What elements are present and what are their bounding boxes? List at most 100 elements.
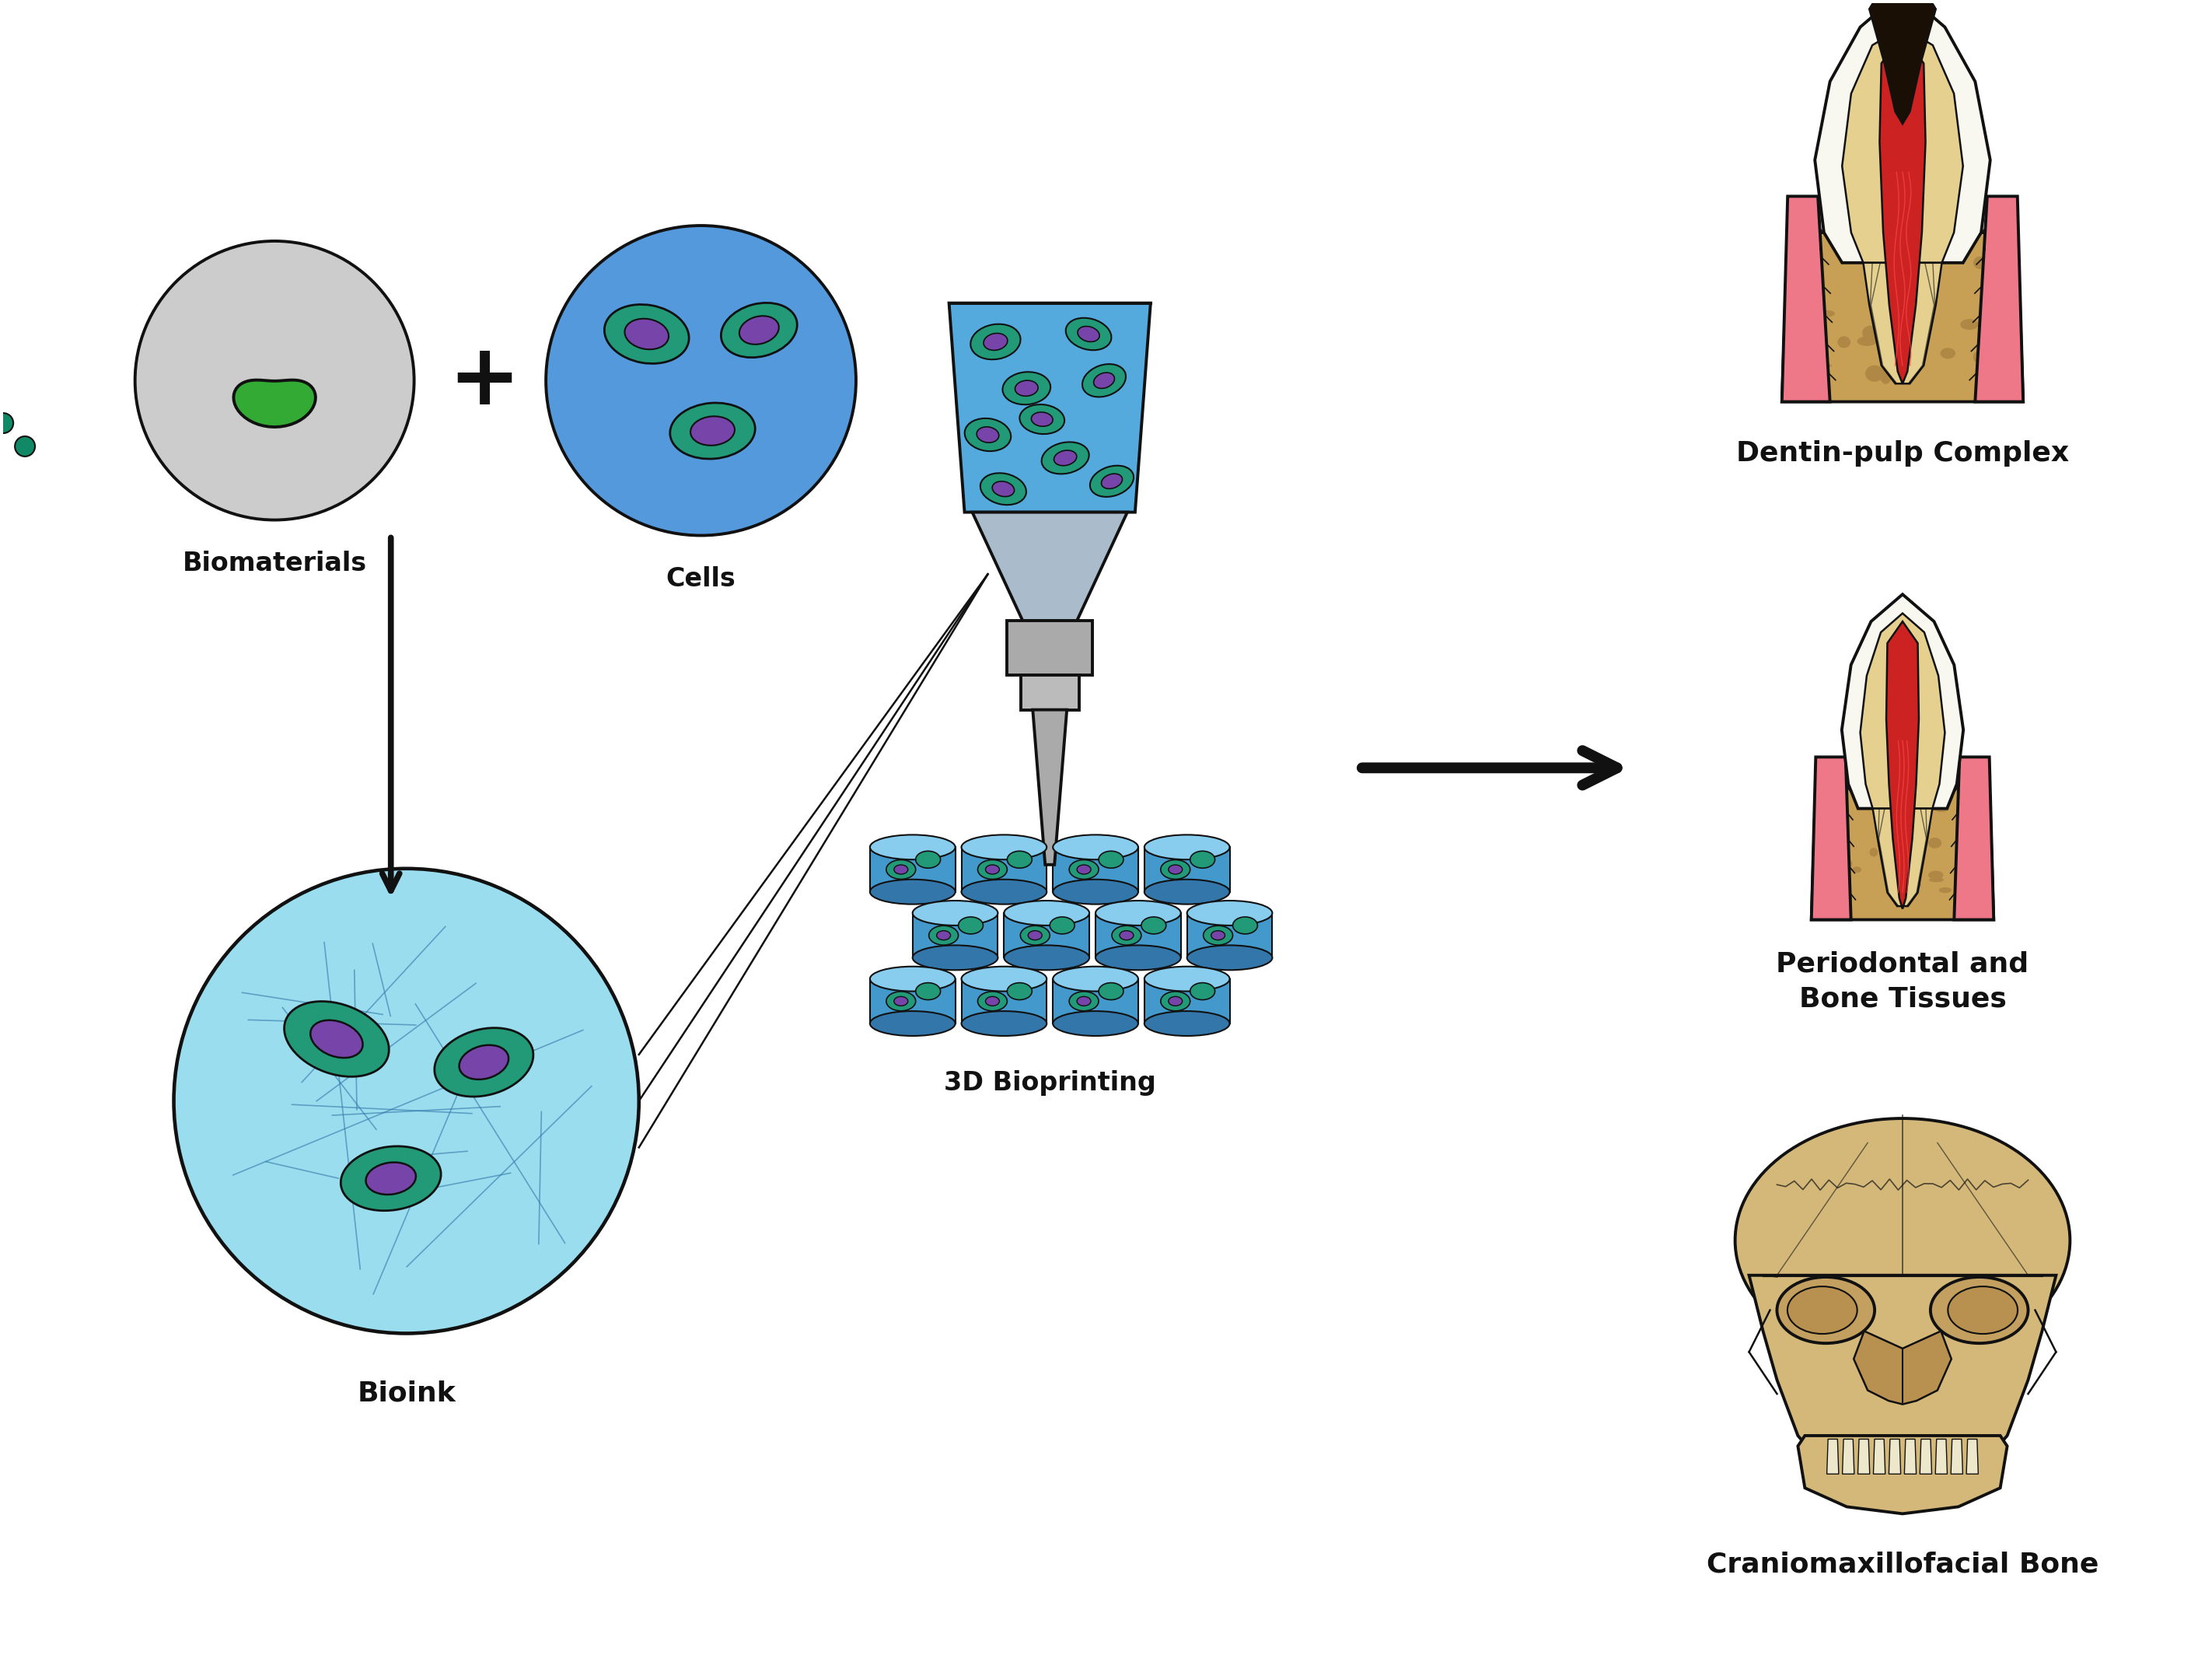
Ellipse shape [958, 917, 982, 934]
Ellipse shape [1051, 917, 1075, 934]
Ellipse shape [1838, 336, 1851, 347]
Polygon shape [914, 912, 998, 957]
Ellipse shape [1190, 851, 1214, 868]
Polygon shape [1858, 1439, 1869, 1474]
Circle shape [15, 437, 35, 457]
Ellipse shape [1161, 992, 1190, 1010]
Ellipse shape [887, 992, 916, 1010]
Ellipse shape [1900, 304, 1922, 312]
Ellipse shape [1851, 866, 1860, 873]
Ellipse shape [1004, 946, 1088, 971]
Ellipse shape [670, 402, 754, 459]
Text: Bioink: Bioink [356, 1379, 456, 1406]
Polygon shape [1783, 196, 1829, 402]
Circle shape [0, 414, 13, 434]
Ellipse shape [1091, 465, 1135, 497]
Polygon shape [1951, 1439, 1962, 1474]
Ellipse shape [987, 864, 1000, 874]
Ellipse shape [1203, 926, 1232, 946]
Ellipse shape [962, 967, 1046, 991]
Ellipse shape [1188, 946, 1272, 971]
Ellipse shape [1053, 967, 1139, 991]
Polygon shape [1880, 33, 1924, 384]
Ellipse shape [869, 967, 956, 991]
Text: Periodontal and
Bone Tissues: Periodontal and Bone Tissues [1776, 951, 2028, 1012]
Ellipse shape [1188, 901, 1272, 926]
Polygon shape [1874, 808, 1933, 906]
Ellipse shape [1918, 304, 1936, 316]
Polygon shape [1750, 1275, 2055, 1512]
Ellipse shape [916, 851, 940, 868]
Ellipse shape [1878, 841, 1887, 848]
Ellipse shape [887, 859, 916, 879]
Text: 3D Bioprinting: 3D Bioprinting [945, 1070, 1157, 1095]
Ellipse shape [1190, 982, 1214, 1001]
Polygon shape [1033, 710, 1066, 864]
Circle shape [135, 241, 414, 520]
Ellipse shape [604, 304, 688, 364]
Polygon shape [1887, 622, 1918, 909]
Polygon shape [1814, 0, 1991, 263]
Ellipse shape [1880, 367, 1891, 384]
Ellipse shape [1031, 412, 1053, 427]
Ellipse shape [1949, 1286, 2017, 1335]
Ellipse shape [1077, 326, 1099, 342]
Ellipse shape [1053, 450, 1077, 465]
Ellipse shape [721, 302, 796, 357]
Ellipse shape [1909, 346, 1920, 356]
Ellipse shape [1940, 347, 1955, 359]
Ellipse shape [1099, 851, 1124, 868]
Ellipse shape [1973, 351, 1982, 362]
Ellipse shape [341, 1147, 440, 1210]
Ellipse shape [1020, 926, 1051, 946]
Ellipse shape [1093, 372, 1115, 389]
Ellipse shape [1161, 859, 1190, 879]
Ellipse shape [1029, 931, 1042, 941]
Polygon shape [1812, 756, 1851, 919]
Ellipse shape [1734, 1119, 2070, 1363]
Ellipse shape [1931, 1276, 2028, 1343]
Ellipse shape [690, 416, 734, 445]
Polygon shape [1812, 784, 1993, 919]
Ellipse shape [1077, 864, 1091, 874]
Ellipse shape [1053, 1010, 1139, 1035]
Ellipse shape [1210, 931, 1225, 941]
Ellipse shape [1933, 804, 1949, 813]
Ellipse shape [1144, 879, 1230, 904]
Ellipse shape [1869, 848, 1878, 856]
Ellipse shape [993, 482, 1015, 497]
Polygon shape [1188, 912, 1272, 957]
Ellipse shape [1865, 366, 1885, 382]
Ellipse shape [962, 879, 1046, 904]
Ellipse shape [987, 997, 1000, 1006]
Ellipse shape [869, 1010, 956, 1035]
Ellipse shape [978, 992, 1006, 1010]
Text: Cells: Cells [666, 567, 737, 592]
Ellipse shape [1053, 834, 1139, 859]
Ellipse shape [962, 834, 1046, 859]
Polygon shape [1869, 0, 1936, 123]
Ellipse shape [980, 474, 1026, 505]
Ellipse shape [894, 997, 907, 1006]
Ellipse shape [1053, 879, 1139, 904]
Circle shape [546, 226, 856, 535]
Polygon shape [234, 381, 316, 427]
Polygon shape [1053, 979, 1139, 1024]
Ellipse shape [916, 982, 940, 1001]
Polygon shape [1905, 1439, 1916, 1474]
Ellipse shape [1020, 404, 1064, 434]
Polygon shape [1843, 27, 1962, 263]
Ellipse shape [1918, 244, 1933, 253]
Ellipse shape [460, 1045, 509, 1079]
Ellipse shape [1973, 256, 1986, 269]
Ellipse shape [1232, 917, 1259, 934]
Ellipse shape [1004, 901, 1088, 926]
Ellipse shape [310, 1020, 363, 1057]
Polygon shape [869, 848, 956, 892]
Text: +: + [447, 339, 520, 422]
Polygon shape [973, 512, 1128, 620]
Ellipse shape [1905, 879, 1922, 891]
Ellipse shape [1144, 1010, 1230, 1035]
Ellipse shape [914, 946, 998, 971]
Polygon shape [1020, 675, 1079, 710]
